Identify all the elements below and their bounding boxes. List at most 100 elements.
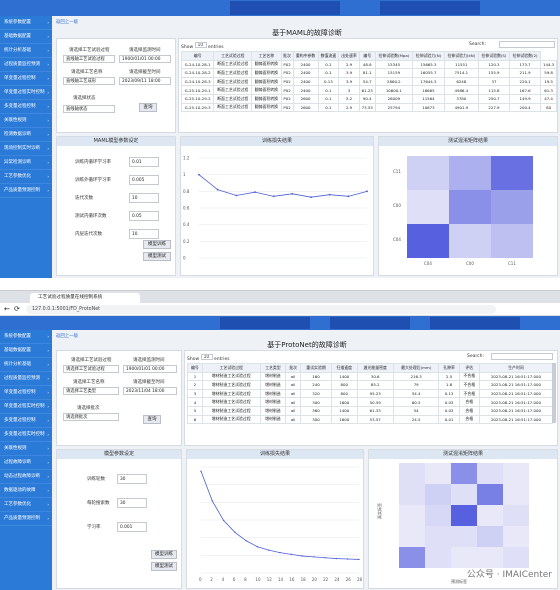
table-row[interactable]: G-25-10-29-3 断面工艺试验过程 翻铸面积转换 P02 2600 0.1 2.9 7… (180, 102, 557, 113)
param-input[interactable]: 10 (129, 229, 159, 239)
sidebar-item[interactable]: 关联性规则 › (0, 114, 52, 128)
browser-tab[interactable]: 工艺试验过程质量在线控制系统 (30, 293, 140, 303)
column-header[interactable]: 工艺名称 (251, 51, 282, 61)
sidebar-item[interactable]: 异常检测诊断 › (0, 156, 52, 170)
train-button[interactable]: 模型训练 (143, 240, 171, 249)
sidebar-item[interactable]: 统计分析基础 › (0, 358, 52, 372)
sidebar-item[interactable]: 系统参数配置 › (0, 330, 52, 344)
table-scrollbar[interactable] (552, 363, 556, 423)
column-header[interactable]: 扫描速度 (330, 363, 358, 373)
sidebar-item[interactable]: 单变量过程控制 › (0, 72, 52, 86)
sidebar-item[interactable]: 过程质量监控预测 › (0, 58, 52, 72)
column-header[interactable]: 重试实验期 (300, 363, 332, 373)
entries-select[interactable]: 10 (200, 354, 213, 360)
process-select[interactable]: 直线轴工艺试验过程 (63, 55, 115, 63)
param-input[interactable]: 0.05 (129, 211, 159, 221)
table-row[interactable]: 2 增材制造工艺试验过程 增材制造 all 240 800 85.2 79 1.8 不合格 2023… (187, 380, 554, 390)
sidebar-item[interactable]: 现场控制实时诊断 › (0, 142, 52, 156)
sidebar-item[interactable]: 关联性规则 › (0, 442, 52, 456)
column-header[interactable]: 编号 (187, 363, 203, 373)
sidebar-item[interactable]: 工艺参数优化 › (0, 498, 52, 512)
sidebar-item[interactable]: 产品质量预测控制 › (0, 512, 52, 526)
column-header[interactable]: 激光能量密度 (356, 363, 394, 373)
sidebar-item[interactable]: 系统参数配置 › (0, 16, 52, 30)
column-header[interactable]: 工艺类型 (259, 363, 287, 373)
sidebar-item[interactable]: 产品质量预测控制 › (0, 184, 52, 198)
craft-select[interactable]: 请选择工艺类型 (63, 387, 119, 395)
test-button[interactable]: 模型测试 (143, 252, 171, 261)
sidebar-item[interactable]: 多变量过程控制 › (0, 414, 52, 428)
column-header[interactable]: 编号 (180, 51, 215, 61)
table-row[interactable]: G-24-10-28-3 断面工艺试验过程 翻铸面积转换 P02 2400 0.13 3.9… (180, 76, 557, 87)
column-header[interactable]: 编号 (358, 51, 376, 61)
sidebar-item[interactable]: 检测数据诊断 › (0, 128, 52, 142)
sidebar-item[interactable]: 动态过程故障诊断 › (0, 470, 52, 484)
entries-select[interactable]: 10 (194, 42, 207, 48)
column-header[interactable]: 最大处理后(mm) (392, 363, 440, 373)
sidebar-item[interactable]: 单变量过程实时控制 › (0, 400, 52, 414)
sidebar-item[interactable]: 统计分析基础 › (0, 44, 52, 58)
table-row[interactable]: G-24-10-28-1 断面工艺试验过程 翻铸面积转换 P02 2400 0.1 2.9 4… (180, 59, 557, 70)
sidebar-item[interactable]: 数据驱动的故障 › (0, 484, 52, 498)
start-time-input[interactable]: 1900/01/01 00:00 (123, 365, 177, 373)
cm-cell (407, 224, 449, 258)
end-time-input[interactable]: 2023/11/04 18:00 (123, 387, 177, 395)
start-time-input[interactable]: 1900/01/01 00:00 (119, 55, 171, 63)
param-input[interactable]: 10 (129, 193, 159, 203)
column-header[interactable]: 重构中参数 (292, 51, 319, 61)
table-row[interactable]: 4 增材制造工艺试验过程 增材制造 all 300 1600 50.59 60.5 0.03 合格… (187, 397, 554, 407)
process-select[interactable]: 请选择工艺试验过程 (63, 365, 119, 373)
column-header[interactable]: 工艺试验过程 (201, 363, 261, 373)
batch-select[interactable]: 请选择批次 (63, 413, 119, 421)
table-row[interactable]: G-25-10-29-2 断面工艺试验过程 翻铸面积转换 P02 2600 0.1 5.2 9… (180, 93, 557, 104)
column-header[interactable]: 孔隙率 (438, 363, 460, 373)
sidebar-item[interactable]: 多变量过程实时控制 › (0, 428, 52, 442)
column-header[interactable]: 拉伸试验力(N) (412, 51, 445, 61)
column-header[interactable]: 工艺试验过程 (213, 51, 253, 61)
column-header[interactable]: 评估 (458, 363, 480, 373)
sidebar-item[interactable]: 工艺参数优化 › (0, 170, 52, 184)
sidebar-item[interactable]: 单变量过程控制 › (0, 386, 52, 400)
column-header[interactable]: 拉伸试验数(S) (477, 51, 511, 61)
table-row[interactable]: 3 增材制造工艺试验过程 增材制造 all 320 800 95.23 54.4 0.13 不合格… (187, 388, 554, 399)
table-row[interactable]: 1 增材制造工艺试验过程 增材制造 all 160 1400 30.6 216.3 2.5 不合格… (187, 371, 554, 382)
test-button[interactable]: 模型测试 (151, 562, 177, 571)
column-header[interactable]: 出处速率 (338, 51, 360, 61)
sidebar-item[interactable]: 单变量过程实时控制 › (0, 86, 52, 100)
state-select[interactable]: 直线轴状态 (63, 105, 115, 113)
sidebar-item[interactable]: 过程质量监控预测 › (0, 372, 52, 386)
table-cell: all (285, 371, 302, 382)
train-button[interactable]: 模型训练 (151, 550, 177, 559)
column-header[interactable]: 数值流速 (317, 51, 340, 61)
param-input[interactable]: 30 (117, 498, 147, 508)
breadcrumb[interactable]: 返回上一级 (56, 334, 78, 339)
back-icon[interactable]: ← (4, 305, 10, 313)
sidebar-item[interactable]: 过程故障诊断 › (0, 456, 52, 470)
column-header[interactable]: 拉伸试验数(Mpa) (374, 51, 414, 61)
param-input[interactable]: 0.005 (129, 175, 159, 185)
param-input[interactable]: 0.001 (117, 522, 147, 532)
table-row[interactable]: 6 增材制造工艺试验过程 增材制造 all 300 1600 53.57 24.5 0.01 合格… (187, 414, 554, 425)
query-button[interactable]: 查询 (143, 415, 161, 424)
column-header[interactable]: 拉伸试验力(kN) (443, 51, 479, 61)
reload-icon[interactable]: ⟳ (14, 305, 20, 313)
column-header[interactable]: 拉伸试验数(2) (509, 51, 542, 61)
sidebar-item[interactable]: 基础数据配置 › (0, 344, 52, 358)
param-input[interactable]: 30 (117, 474, 147, 484)
search-input[interactable] (499, 41, 555, 48)
search-input[interactable] (491, 353, 553, 360)
table-row[interactable]: G-25-10-29-1 断面工艺试验过程 翻铸面积转换 P02 2400 0.1 3 61.… (180, 85, 557, 95)
table-row[interactable]: 5 增材制造工艺试验过程 增材制造 all 360 1400 61.33 54 0.03 合格 20… (187, 405, 554, 416)
craft-select[interactable]: 直线轴工艺成形 (63, 77, 115, 85)
table-row[interactable]: G-24-10-28-2 断面工艺试验过程 翻铸面积转换 P02 2400 0.1 3.9 8… (180, 68, 557, 78)
address-bar[interactable]: 127.0.0.1:5001/FD_ProtoNet (26, 305, 496, 314)
sidebar-item[interactable]: 多变量过程控制 › (0, 100, 52, 114)
breadcrumb[interactable]: 返回上一级 (56, 20, 78, 25)
column-header[interactable]: 生产时间 (478, 363, 554, 373)
query-button[interactable]: 查询 (139, 103, 157, 112)
end-time-input[interactable]: 2023/09/11 18:00 (119, 77, 171, 85)
column-header[interactable]: 批次 (280, 51, 294, 61)
param-input[interactable]: 0.01 (129, 157, 159, 167)
column-header[interactable]: 批次 (285, 363, 302, 373)
sidebar-item[interactable]: 基础数据配置 › (0, 30, 52, 44)
